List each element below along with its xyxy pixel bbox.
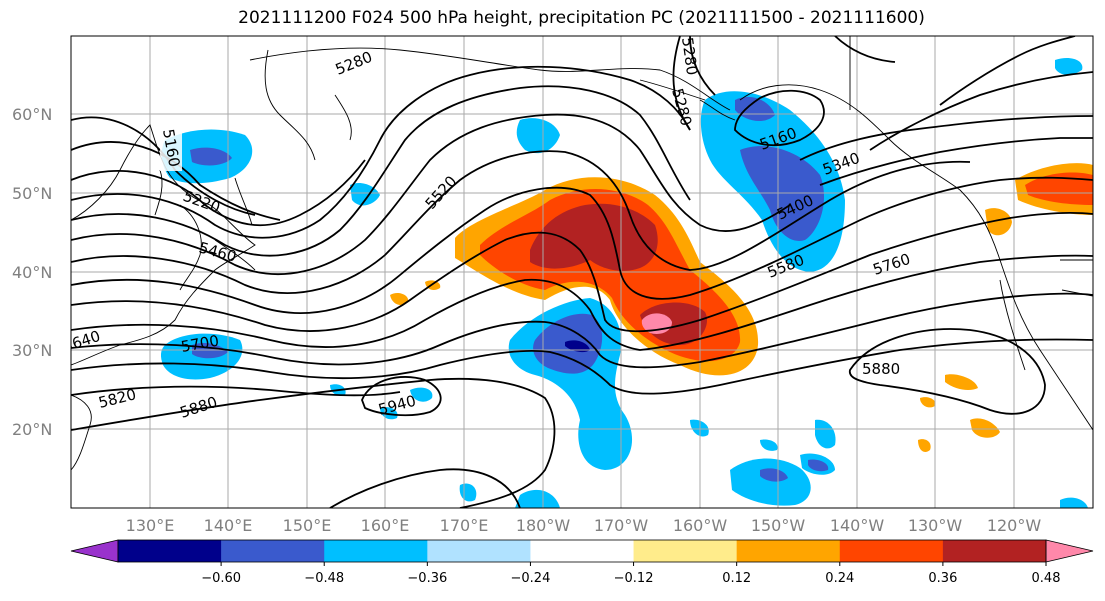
lon-label: 160°W: [673, 516, 728, 535]
lon-label: 120°W: [987, 516, 1042, 535]
map-title: 2021111200 F024 500 hPa height, precipit…: [238, 8, 925, 28]
colorbar-swatch: [839, 540, 944, 562]
lon-label: 140°E: [204, 516, 253, 535]
precipitation-shading: [160, 58, 1093, 508]
contour-5880-east: [848, 328, 1046, 415]
coastlines: [71, 36, 1093, 471]
colorbar-tick-label: 0.48: [1032, 571, 1061, 586]
colorbar-swatch: [324, 540, 428, 562]
colorbar-tick-label: 0.12: [722, 571, 751, 586]
lat-label-60n: 60°N: [12, 105, 52, 124]
contour-5940: [361, 376, 442, 417]
colorbar-tick-label: −0.60: [201, 571, 241, 586]
colorbar-extend-low: [70, 539, 119, 563]
contour-5220: [71, 141, 281, 221]
lon-label: 140°W: [830, 516, 885, 535]
lon-label: 160°E: [361, 516, 410, 535]
colorbar-extend-high: [1045, 539, 1094, 563]
height-contour-labels: 5160 5160 5220 5280 5280 5280 5340 5400 …: [71, 36, 913, 422]
colorbar-tick-label: −0.36: [407, 571, 447, 586]
colorbar-tick-label: −0.48: [304, 571, 344, 586]
lon-label: 130°E: [126, 516, 175, 535]
height-contours: [71, 36, 1093, 508]
colorbar: −0.60 −0.48 −0.36 −0.24 −0.12 0.12 0.24 0.36 0.4…: [70, 539, 1094, 586]
lon-label: 150°W: [751, 516, 806, 535]
lat-label-40n: 40°N: [12, 263, 52, 282]
lat-label-30n: 30°N: [12, 341, 52, 360]
graticule: [71, 36, 1093, 508]
lat-label-50n: 50°N: [12, 184, 52, 203]
contour-label: 5880: [862, 360, 900, 378]
longitude-labels: 130°E 140°E 150°E 160°E 170°E 180°W 170°…: [126, 516, 1042, 535]
lon-label: 170°W: [594, 516, 649, 535]
colorbar-swatch: [530, 540, 635, 562]
lon-label: 130°W: [908, 516, 963, 535]
lon-label: 150°E: [283, 516, 332, 535]
latitude-labels: 20°N 30°N 40°N 50°N 60°N: [12, 105, 52, 439]
colorbar-swatch: [118, 540, 222, 562]
contour-label: 5280: [678, 36, 701, 76]
colorbar-swatch: [942, 540, 1047, 562]
colorbar-tick-label: 0.36: [928, 571, 957, 586]
colorbar-tick-label: −0.24: [511, 571, 551, 586]
colorbar-swatch: [221, 540, 325, 562]
colorbar-swatch: [427, 540, 531, 562]
colorbar-tick-label: 0.24: [825, 571, 854, 586]
lon-label: 170°E: [440, 516, 489, 535]
colorbar-swatch: [633, 540, 738, 562]
colorbar-tick-label: −0.12: [614, 571, 654, 586]
lon-label: 180°W: [516, 516, 571, 535]
lat-label-20n: 20°N: [12, 420, 52, 439]
colorbar-swatch: [736, 540, 841, 562]
